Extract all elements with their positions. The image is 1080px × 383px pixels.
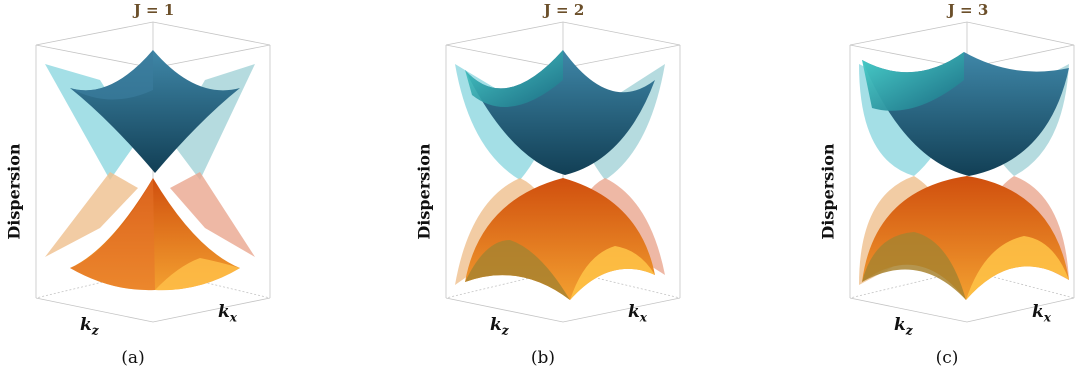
kx-axis-label: kx (1032, 302, 1051, 325)
panel-caption: (a) (121, 348, 145, 368)
kz-axis-label: kz (894, 315, 913, 338)
projection-lower (45, 172, 255, 257)
kx-axis-label: kx (628, 302, 647, 325)
dispersion-surface-plot (35, 21, 271, 323)
lower-band-surface (862, 176, 1069, 300)
dispersion-surface-plot (849, 21, 1075, 323)
panel-title: J = 1 (133, 1, 175, 19)
panel-caption: (b) (530, 348, 556, 368)
lower-band-surface (70, 178, 240, 291)
panel-title: J = 2 (543, 1, 585, 19)
kz-axis-label: kz (490, 315, 509, 338)
upper-band-surface (862, 52, 1069, 176)
panel-b: J = 2 Dispersion kz kx ( (410, 0, 750, 383)
lower-band-surface (465, 178, 655, 300)
upper-band-surface (70, 50, 240, 173)
kx-axis-label: kx (218, 302, 237, 325)
kz-axis-label: kz (80, 315, 99, 338)
dispersion-surface-plot (445, 21, 681, 323)
panel-caption: (c) (935, 348, 959, 368)
upper-band-surface (465, 50, 655, 175)
panel-a: J = 1 Dispersion kz kx ( (0, 0, 340, 383)
panel-title: J = 3 (947, 1, 989, 19)
panel-c: J = 3 Dispersion kz kx ( (814, 0, 1080, 383)
